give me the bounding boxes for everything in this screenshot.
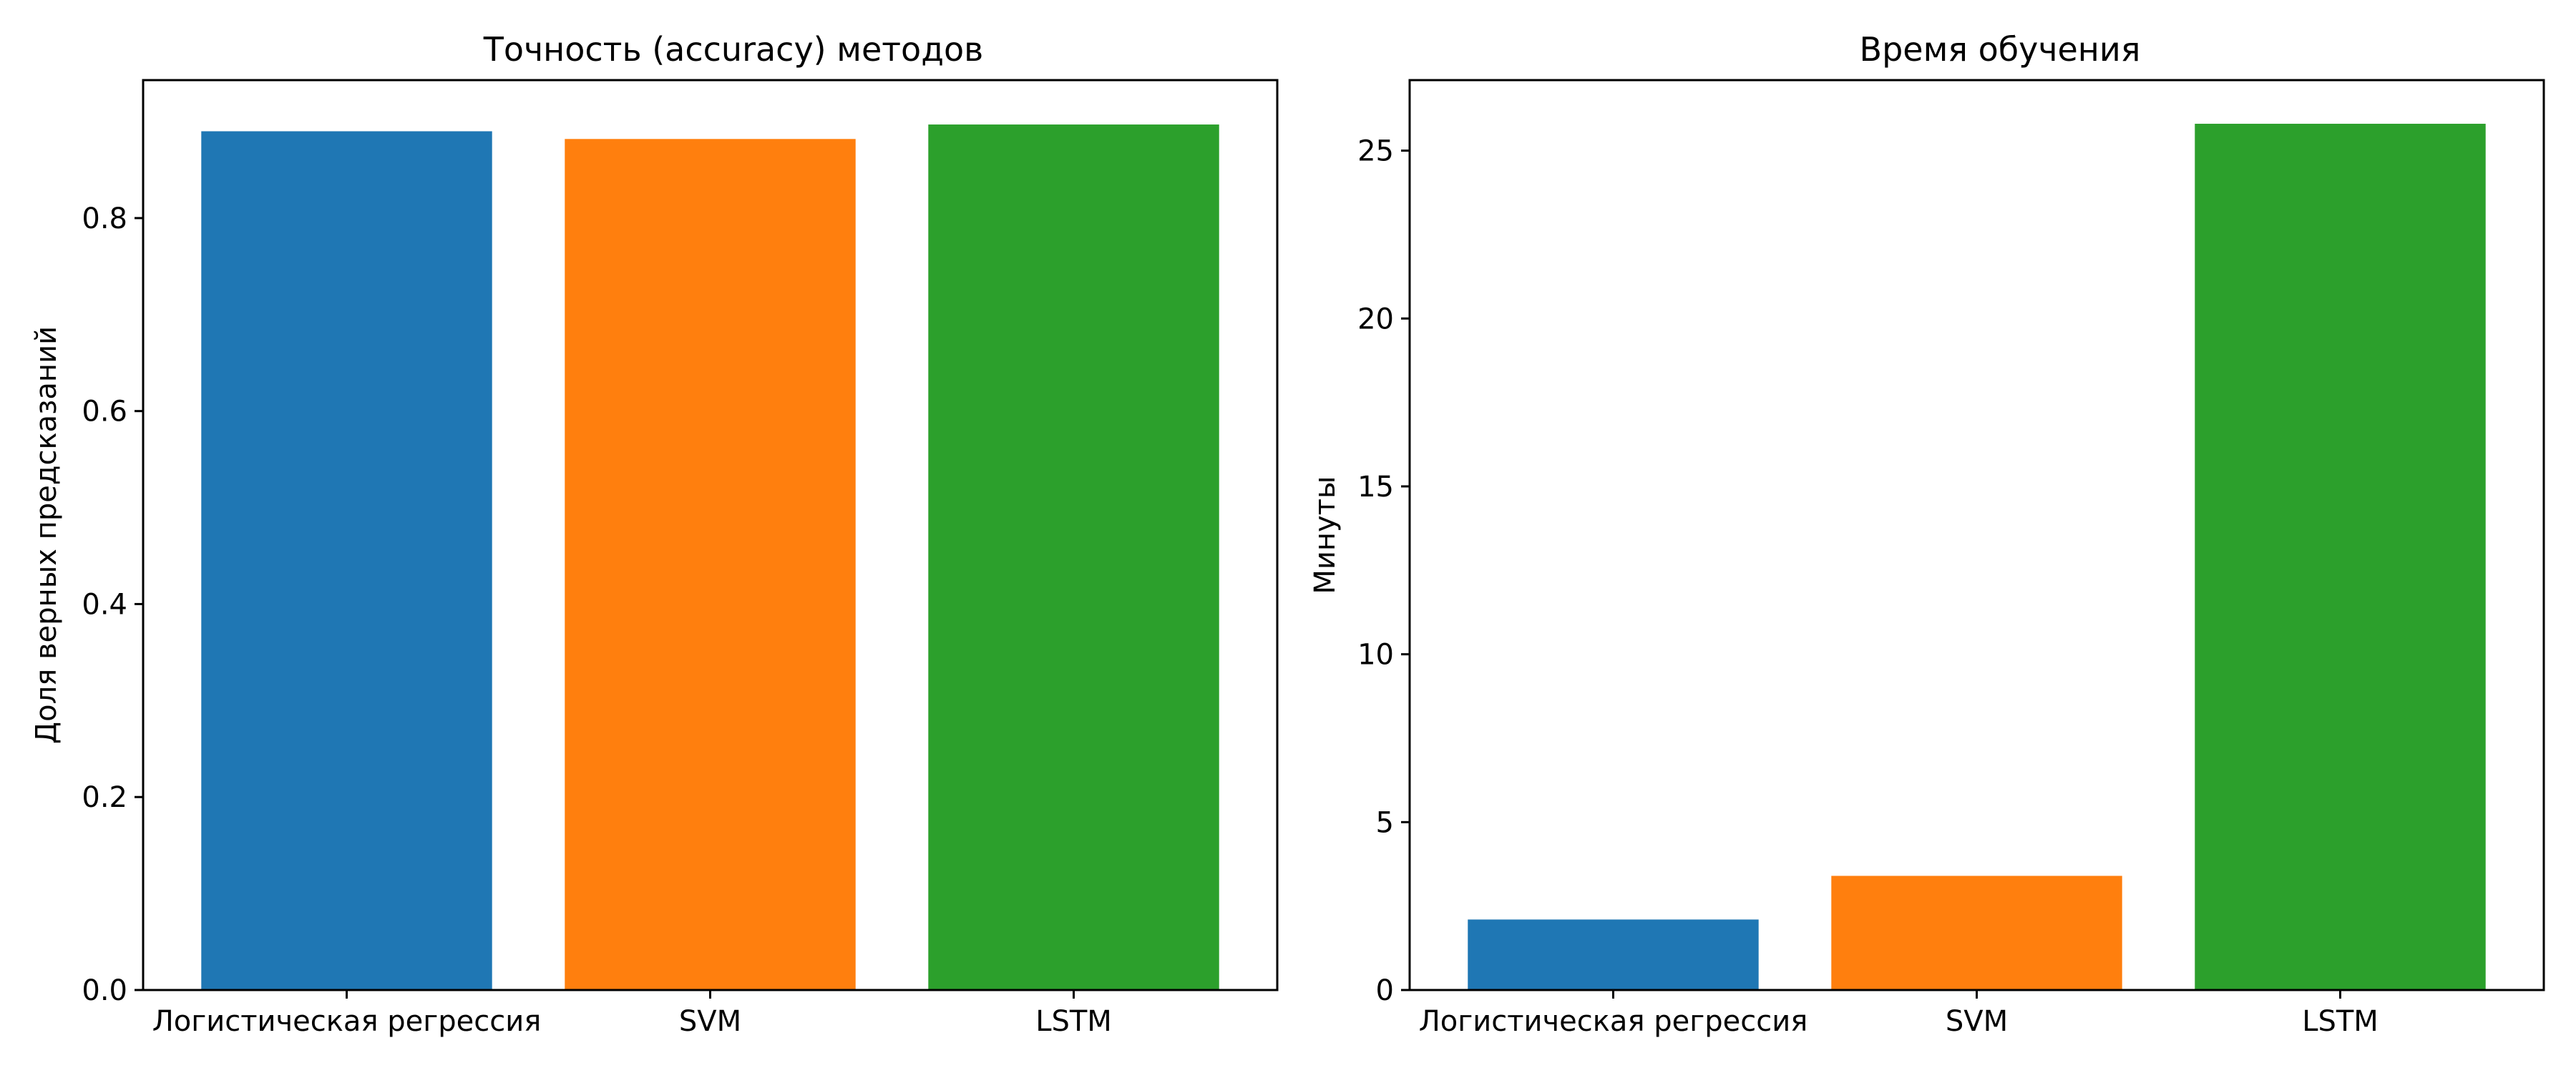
training-time-bars xyxy=(1468,124,2486,991)
accuracy-plot-frame xyxy=(142,79,1279,991)
training-time-xtick-label-0: Логистическая регрессия xyxy=(1419,1005,1808,1038)
training-time-ytick-label-0: 0 xyxy=(1376,974,1394,1007)
training-time-yticks: 0 5 10 15 20 25 xyxy=(1357,135,1410,1007)
accuracy-xtick-label-0: Логистическая регрессия xyxy=(152,1005,542,1038)
accuracy-bar-0 xyxy=(201,131,492,991)
training-time-plot-frame xyxy=(1408,79,2545,991)
accuracy-ytick-label-0: 0.0 xyxy=(82,974,127,1007)
training-time-bar-1 xyxy=(1831,876,2122,990)
accuracy-bar-1 xyxy=(565,139,856,990)
accuracy-ytick-label-2: 0.4 xyxy=(82,588,127,621)
accuracy-chart-ylabel: Доля верных предсказаний xyxy=(30,326,63,744)
training-time-ytick-label-2: 10 xyxy=(1357,639,1394,672)
accuracy-ytick-label-4: 0.8 xyxy=(82,202,127,235)
accuracy-xtick-label-1: SVM xyxy=(679,1005,741,1038)
training-time-xtick-label-2: LSTM xyxy=(2302,1005,2379,1038)
accuracy-bar-2 xyxy=(928,124,1219,990)
training-time-chart-title: Время обучения xyxy=(1860,30,2141,69)
training-time-ytick-label-1: 5 xyxy=(1376,806,1394,839)
accuracy-chart: Точность (accuracy) методов Доля верных … xyxy=(30,30,1279,1038)
accuracy-xticks: Логистическая регрессия SVM LSTM xyxy=(152,990,1112,1038)
training-time-ytick-label-3: 15 xyxy=(1357,471,1394,504)
training-time-ytick-label-5: 25 xyxy=(1357,135,1394,168)
training-time-bar-0 xyxy=(1468,919,1759,990)
training-time-chart-ylabel: Минуты xyxy=(1309,476,1342,594)
training-time-bar-2 xyxy=(2195,124,2486,991)
accuracy-chart-title: Точность (accuracy) методов xyxy=(483,30,984,69)
training-time-chart: Время обучения Минуты 0 5 10 15 20 25 Логисти… xyxy=(1309,30,2545,1038)
accuracy-bars xyxy=(201,124,1219,991)
accuracy-xtick-label-2: LSTM xyxy=(1035,1005,1112,1038)
accuracy-ytick-label-1: 0.2 xyxy=(82,781,127,814)
accuracy-ytick-label-3: 0.6 xyxy=(82,396,127,428)
training-time-xtick-label-1: SVM xyxy=(1946,1005,2008,1038)
accuracy-yticks: 0.0 0.2 0.4 0.6 0.8 xyxy=(82,202,143,1007)
training-time-ytick-label-4: 20 xyxy=(1357,303,1394,335)
training-time-xticks: Логистическая регрессия SVM LSTM xyxy=(1419,990,2379,1038)
